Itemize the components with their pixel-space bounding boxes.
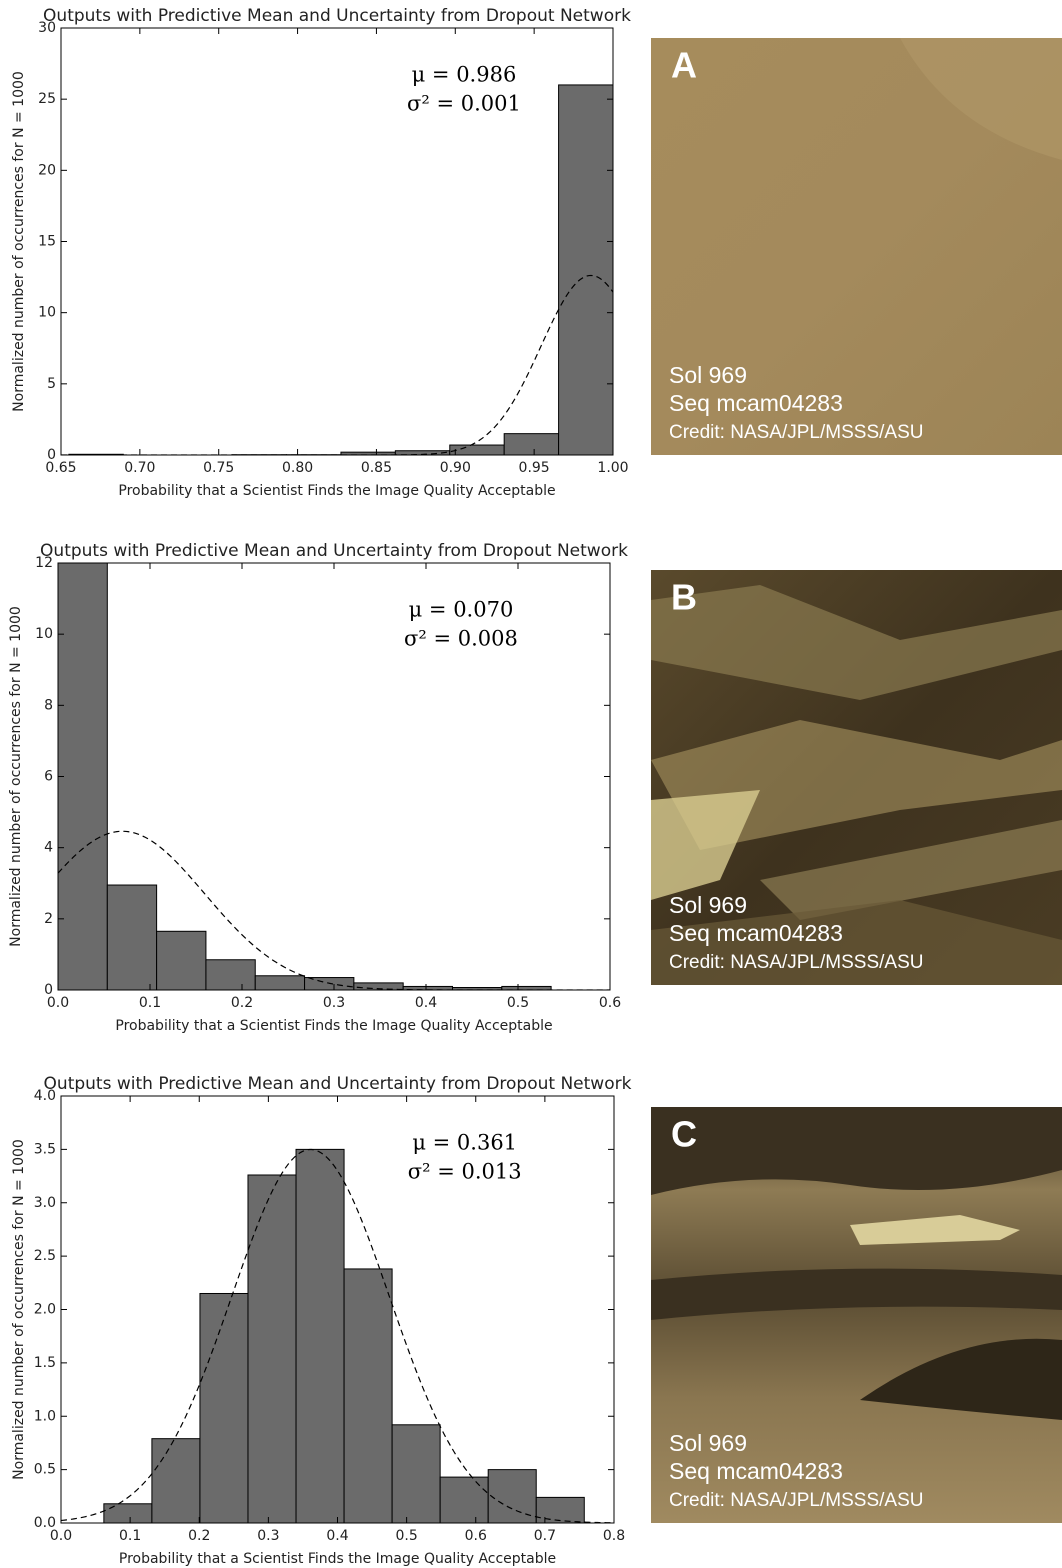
y-axis-label: Normalized number of occurrences for N =… [8,606,24,947]
bar [392,1425,440,1523]
y-tick-label: 0 [44,982,53,998]
y-tick-label: 20 [38,162,56,178]
panel-label: B [671,577,697,618]
y-tick-label: 10 [38,305,56,321]
panel-label: A [671,45,697,86]
annotation: μ = 0.986 [412,63,517,87]
annotation: σ² = 0.001 [407,92,521,116]
bar [504,434,558,455]
y-tick-label: 10 [35,626,53,642]
x-axis-label: Probability that a Scientist Finds the I… [115,1018,552,1034]
bar [248,1175,296,1523]
bar [450,445,504,455]
panel-label: C [671,1114,697,1155]
plot-frame [61,28,613,455]
x-axis-label: Probability that a Scientist Finds the I… [118,483,555,499]
chart-title: Outputs with Predictive Mean and Uncerta… [43,6,631,26]
x-tick-label: 0.85 [361,460,392,476]
y-tick-label: 4 [44,840,53,856]
chart-title: Outputs with Predictive Mean and Uncerta… [40,541,628,561]
y-axis-label: Normalized number of occurrences for N =… [11,71,27,412]
histogram-chart: Outputs with Predictive Mean and Uncerta… [8,541,628,1034]
x-tick-label: 0.70 [124,460,155,476]
bar [58,563,107,990]
photo-caption: Seq mcam04283 [669,390,843,416]
annotation: σ² = 0.013 [408,1160,522,1184]
y-tick-label: 3.5 [34,1141,56,1157]
bar [104,1504,152,1523]
bar [206,960,255,990]
y-tick-label: 6 [44,769,53,785]
x-tick-label: 0.6 [465,1528,487,1544]
x-tick-label: 0.5 [395,1528,417,1544]
y-tick-label: 2.0 [34,1302,56,1318]
fit-curve [61,275,613,455]
bar [255,976,304,990]
histogram-chart: Outputs with Predictive Mean and Uncerta… [11,1074,632,1567]
bar [536,1497,584,1523]
bar [440,1477,488,1523]
bar [107,885,156,990]
x-tick-label: 0.1 [139,995,161,1011]
x-tick-label: 0.6 [599,995,621,1011]
y-tick-label: 2.5 [34,1248,56,1264]
bar [344,1269,392,1523]
y-tick-label: 0 [47,447,56,463]
x-tick-label: 1.00 [597,460,628,476]
y-tick-label: 12 [35,555,53,571]
x-tick-label: 0.7 [534,1528,556,1544]
photo-caption: Sol 969 [669,362,747,388]
y-tick-label: 3.0 [34,1195,56,1211]
chart-title: Outputs with Predictive Mean and Uncerta… [44,1074,632,1094]
x-tick-label: 0.3 [323,995,345,1011]
x-tick-label: 0.2 [231,995,253,1011]
bar [157,931,206,990]
photo-caption: Credit: NASA/JPL/MSSS/ASU [669,422,923,443]
annotation: μ = 0.361 [412,1131,517,1155]
y-tick-label: 2 [44,911,53,927]
y-tick-label: 0.0 [34,1515,56,1531]
x-tick-label: 0.1 [119,1528,141,1544]
x-tick-label: 0.75 [203,460,234,476]
figure: Outputs with Predictive Mean and Uncerta… [0,0,1062,1568]
x-tick-label: 0.2 [188,1528,210,1544]
photo-caption: Sol 969 [669,892,747,918]
y-tick-label: 25 [38,91,56,107]
y-tick-label: 8 [44,697,53,713]
x-tick-label: 0.3 [257,1528,279,1544]
bar [152,1439,200,1523]
x-tick-label: 0.4 [415,995,437,1011]
photo-caption: Seq mcam04283 [669,920,843,946]
photo-caption: Sol 969 [669,1430,747,1456]
bar [559,85,613,455]
x-tick-label: 0.95 [519,460,550,476]
y-tick-label: 1.5 [34,1355,56,1371]
y-tick-label: 0.5 [34,1462,56,1478]
y-tick-label: 1.0 [34,1408,56,1424]
y-tick-label: 30 [38,20,56,36]
y-axis-label: Normalized number of occurrences for N =… [11,1139,27,1480]
x-tick-label: 0.5 [507,995,529,1011]
annotation: σ² = 0.008 [404,627,518,651]
photo-caption: Seq mcam04283 [669,1458,843,1484]
x-axis-label: Probability that a Scientist Finds the I… [119,1551,556,1567]
x-tick-label: 0.4 [326,1528,348,1544]
bar [296,1149,344,1523]
x-tick-label: 0.80 [282,460,313,476]
annotation: μ = 0.070 [409,598,514,622]
x-tick-label: 0.90 [440,460,471,476]
y-tick-label: 15 [38,234,56,250]
photo-caption: Credit: NASA/JPL/MSSS/ASU [669,952,923,973]
x-tick-label: 0.8 [603,1528,625,1544]
bar [200,1293,248,1523]
y-tick-label: 5 [47,376,56,392]
y-tick-label: 4.0 [34,1088,56,1104]
histogram-chart: Outputs with Predictive Mean and Uncerta… [11,6,631,499]
photo-caption: Credit: NASA/JPL/MSSS/ASU [669,1490,923,1511]
